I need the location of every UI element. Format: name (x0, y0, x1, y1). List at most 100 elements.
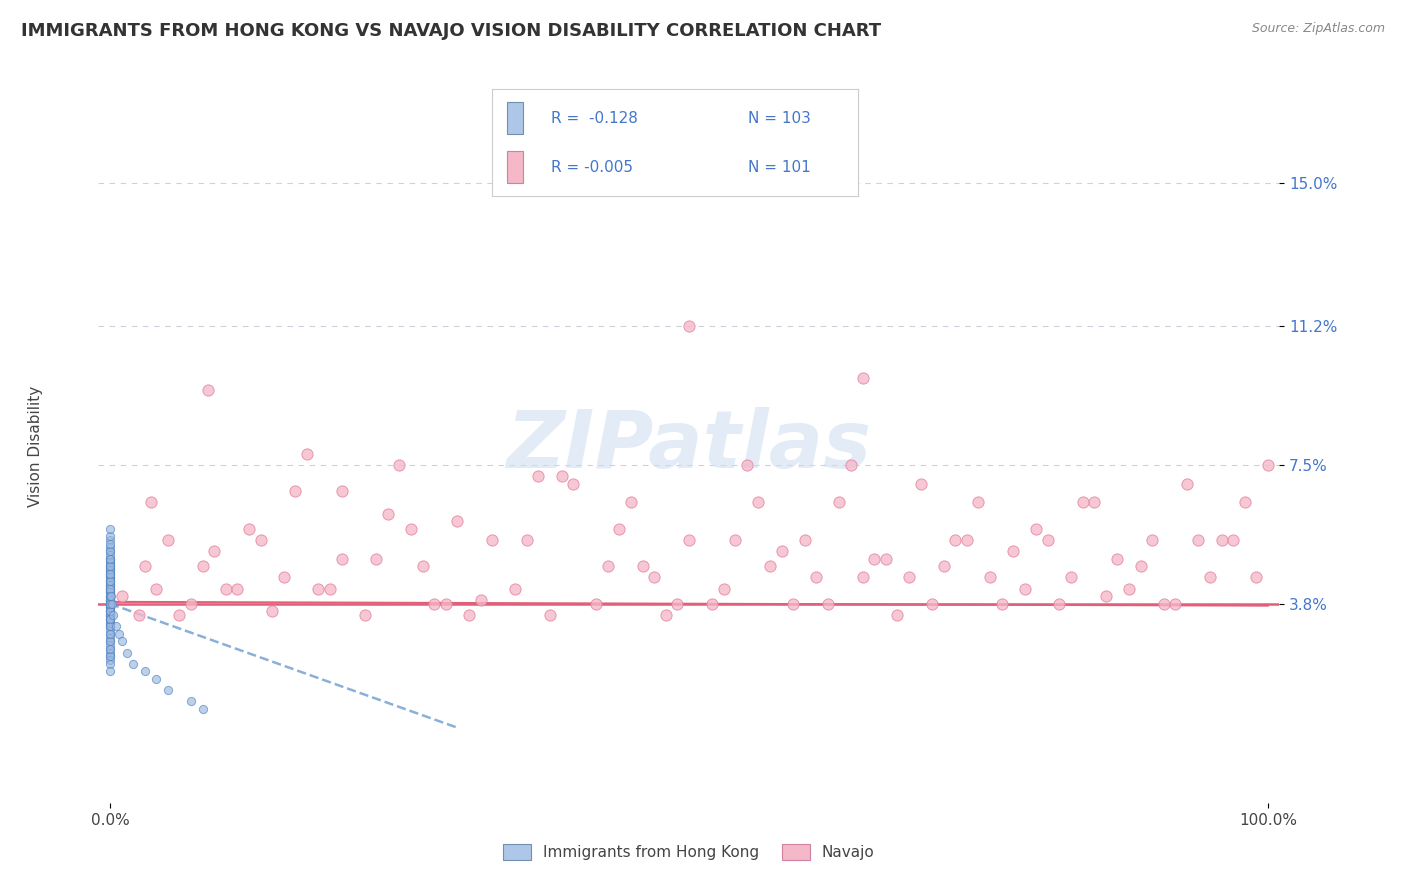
Point (284, 484, 307, 499)
Point (98, 548, 121, 562)
Point (828, 495, 851, 509)
Point (98, 529, 121, 543)
Point (128, 607, 150, 622)
Text: N = 101: N = 101 (748, 160, 811, 175)
Point (678, 318, 700, 333)
Point (98, 585, 121, 599)
Point (98, 649, 121, 664)
Point (990, 597, 1012, 611)
Point (631, 559, 654, 574)
Point (98, 607, 121, 622)
Point (759, 559, 782, 574)
Point (1211, 533, 1233, 547)
Point (98, 600, 121, 615)
Point (423, 597, 446, 611)
Point (852, 371, 875, 385)
Point (238, 522, 260, 536)
Point (503, 582, 526, 596)
Point (98, 627, 121, 641)
Point (191, 559, 214, 574)
Point (886, 607, 908, 622)
Point (863, 551, 886, 566)
Point (98, 593, 121, 607)
Point (122, 657, 145, 671)
Point (875, 551, 897, 566)
Point (98, 612, 121, 626)
Point (793, 533, 815, 547)
Point (538, 607, 561, 622)
Text: IMMIGRANTS FROM HONG KONG VS NAVAJO VISION DISABILITY CORRELATION CHART: IMMIGRANTS FROM HONG KONG VS NAVAJO VISI… (21, 22, 882, 40)
Point (98, 566, 121, 581)
Point (643, 570, 665, 584)
Point (156, 683, 179, 698)
Point (98, 653, 121, 667)
Point (585, 597, 607, 611)
Point (98, 641, 121, 656)
Point (98, 615, 121, 630)
Point (366, 551, 388, 566)
Point (481, 533, 503, 547)
Point (98, 604, 121, 618)
Point (1094, 589, 1116, 603)
Point (1118, 582, 1140, 596)
Point (191, 702, 214, 716)
Point (98, 582, 121, 596)
Point (550, 469, 572, 483)
Point (1060, 570, 1083, 584)
Point (98, 578, 121, 592)
Point (806, 570, 828, 584)
Point (98, 600, 121, 615)
Point (98, 631, 121, 645)
Point (782, 597, 804, 611)
Point (620, 495, 643, 509)
Point (98, 649, 121, 664)
Point (412, 559, 434, 574)
Point (180, 694, 202, 708)
Point (98, 604, 121, 618)
Point (1164, 597, 1187, 611)
Y-axis label: Vision Disability: Vision Disability (28, 385, 42, 507)
Point (98, 574, 121, 589)
Point (98, 619, 121, 633)
Point (1129, 559, 1152, 574)
Point (98, 570, 121, 584)
Point (103, 607, 125, 622)
Point (98, 563, 121, 577)
Point (943, 533, 966, 547)
Point (910, 476, 932, 491)
Point (98, 551, 121, 566)
Point (98, 574, 121, 589)
Point (98, 585, 121, 599)
Point (98, 604, 121, 618)
Point (967, 495, 990, 509)
Point (98, 623, 121, 637)
Point (399, 522, 422, 536)
Point (100, 589, 122, 603)
Point (98, 556, 121, 570)
Point (180, 597, 202, 611)
FancyBboxPatch shape (506, 102, 523, 134)
Legend: Immigrants from Hong Kong, Navajo: Immigrants from Hong Kong, Navajo (498, 838, 880, 866)
Point (98, 551, 121, 566)
Point (353, 607, 375, 622)
Point (98, 563, 121, 577)
Point (434, 597, 457, 611)
Point (202, 544, 225, 558)
Point (979, 570, 1001, 584)
Point (98, 566, 121, 581)
Point (110, 589, 132, 603)
Point (1083, 495, 1105, 509)
Point (1036, 533, 1059, 547)
Point (98, 641, 121, 656)
Point (98, 619, 121, 633)
Point (98, 600, 121, 615)
Point (1257, 458, 1279, 472)
Point (1222, 533, 1244, 547)
Point (98, 646, 121, 660)
Point (1014, 582, 1036, 596)
Point (226, 582, 249, 596)
Point (98, 600, 121, 615)
Point (1140, 533, 1163, 547)
Point (98, 612, 121, 626)
Point (1025, 522, 1047, 536)
